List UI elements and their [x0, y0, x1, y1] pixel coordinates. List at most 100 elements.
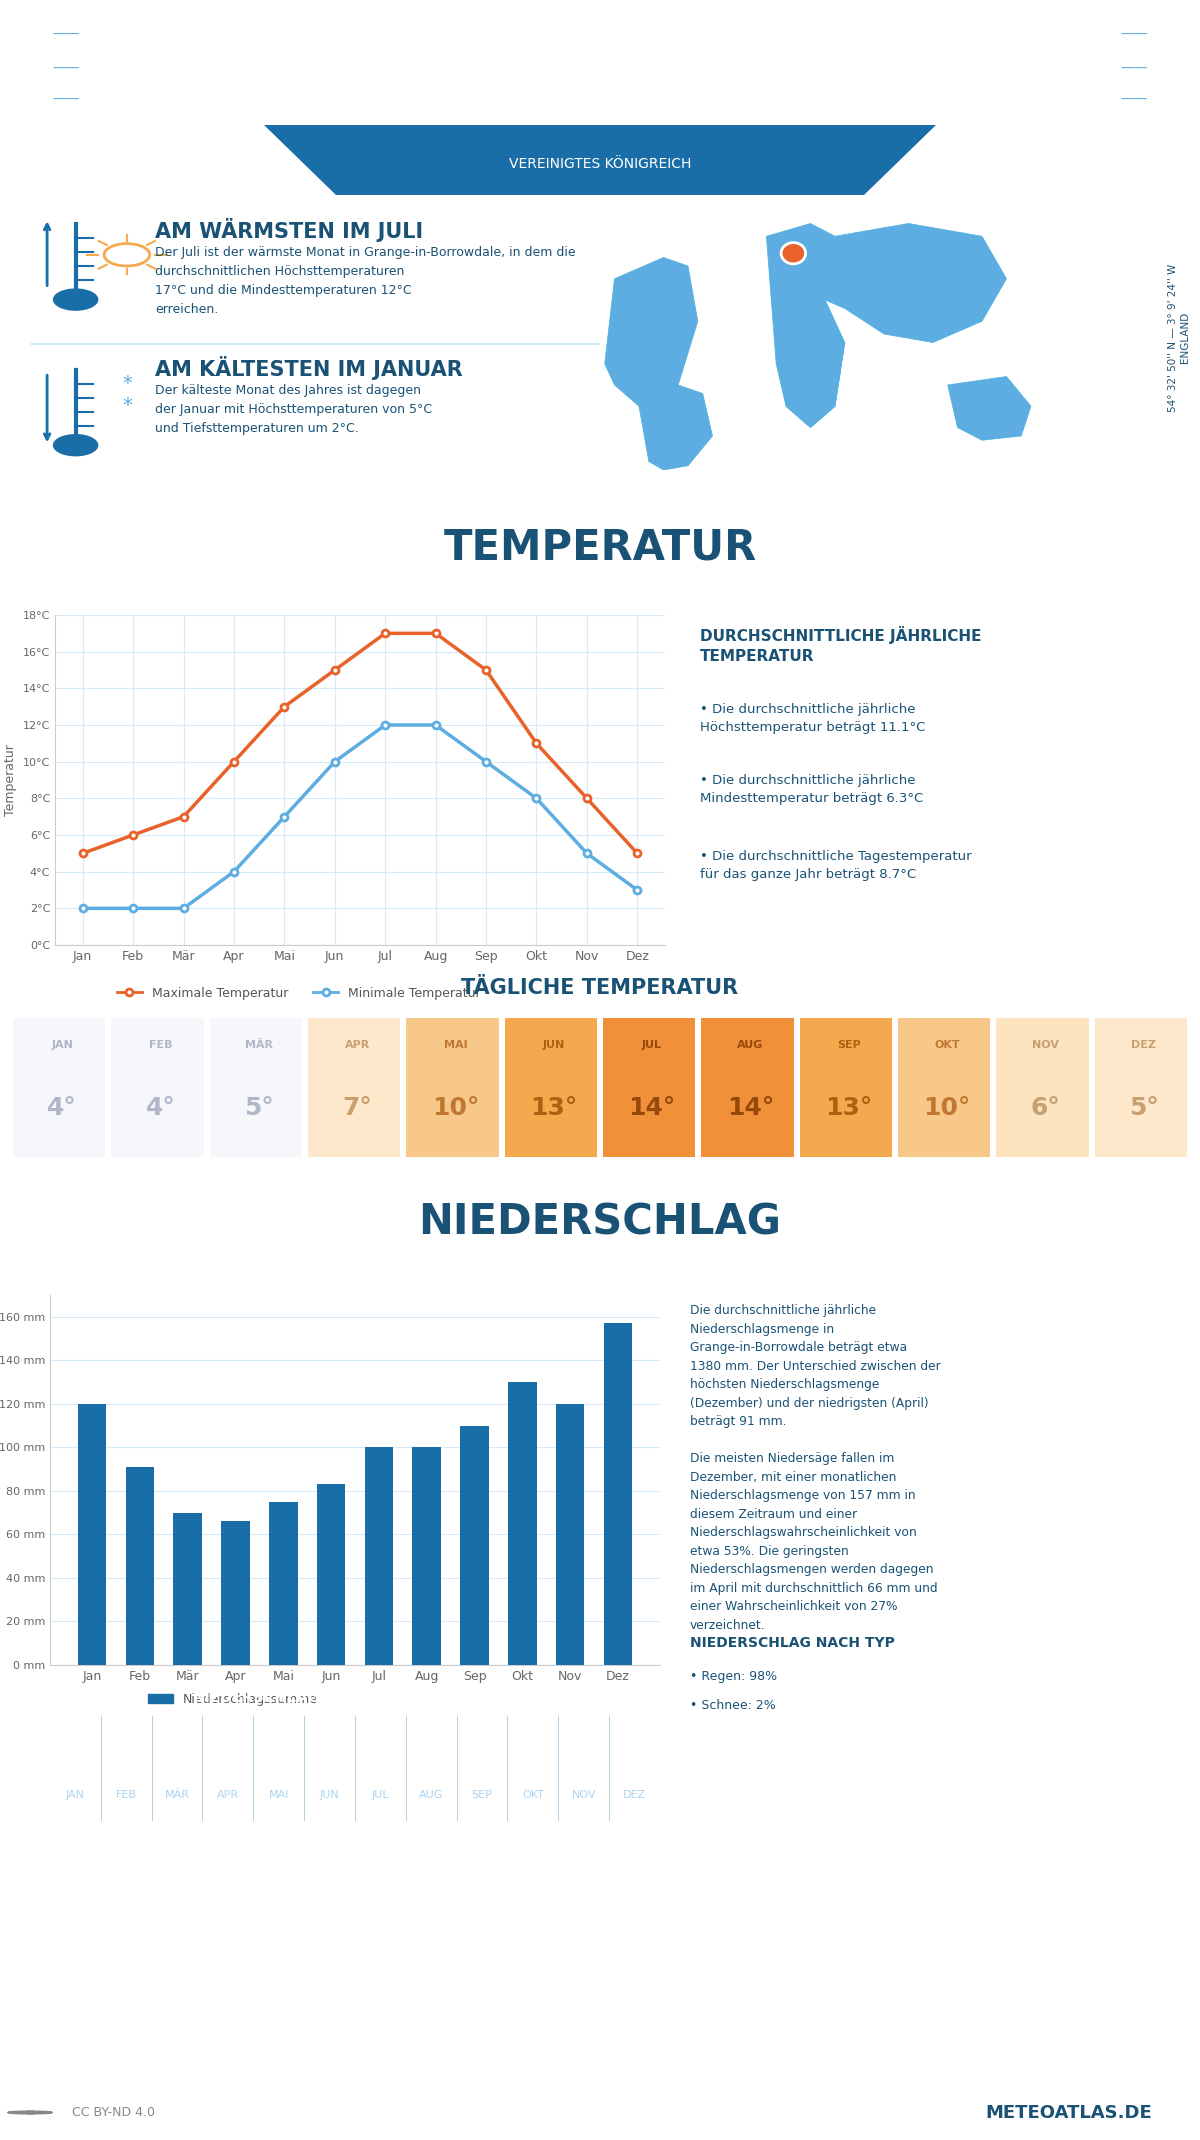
Polygon shape [826, 223, 1007, 342]
Text: • Die durchschnittliche jährliche
Mindesttemperatur beträgt 6.3°C: • Die durchschnittliche jährliche Mindes… [700, 773, 923, 805]
Text: FEB: FEB [149, 1040, 173, 1051]
Text: 10°: 10° [432, 1096, 479, 1119]
Circle shape [76, 1209, 100, 1233]
Legend: Niederschlagssumme: Niederschlagssumme [143, 1688, 323, 1710]
Text: JUN: JUN [319, 1789, 340, 1800]
Text: DURCHSCHNITTLICHE JÄHRLICHE
TEMPERATUR: DURCHSCHNITTLICHE JÄHRLICHE TEMPERATUR [700, 627, 982, 663]
FancyBboxPatch shape [602, 1019, 695, 1158]
Y-axis label: Temperatur: Temperatur [5, 745, 17, 815]
FancyBboxPatch shape [13, 1019, 106, 1158]
Text: JUN: JUN [542, 1040, 565, 1051]
Text: VEREINIGTES KÖNIGREICH: VEREINIGTES KÖNIGREICH [509, 156, 691, 171]
Bar [221, 1522, 250, 1665]
Text: DEZ: DEZ [1132, 1040, 1157, 1051]
Text: 13°: 13° [530, 1096, 577, 1119]
Text: 27%: 27% [208, 1736, 248, 1755]
FancyBboxPatch shape [308, 1019, 401, 1158]
Text: 5°: 5° [1129, 1096, 1159, 1119]
Circle shape [781, 242, 805, 263]
Text: 4°: 4° [47, 1096, 77, 1119]
Polygon shape [786, 321, 845, 428]
Text: 48%: 48% [55, 1736, 95, 1755]
Text: ——: —— [1121, 92, 1147, 107]
Polygon shape [640, 385, 713, 471]
Text: 32%: 32% [259, 1736, 299, 1755]
Bar [173, 1513, 202, 1665]
Text: ——: —— [1121, 28, 1147, 43]
Text: 4°: 4° [145, 1096, 175, 1119]
Text: ——: —— [1121, 62, 1147, 75]
Text: 13°: 13° [826, 1096, 872, 1119]
FancyBboxPatch shape [701, 1019, 793, 1158]
Text: OKT: OKT [522, 1789, 544, 1800]
Text: 40%: 40% [462, 1736, 502, 1755]
Text: 53%: 53% [614, 1736, 654, 1755]
Text: NIEDERSCHLAG NACH TYP: NIEDERSCHLAG NACH TYP [690, 1635, 895, 1650]
Text: 50%: 50% [564, 1736, 604, 1755]
FancyBboxPatch shape [58, 1216, 103, 1230]
Text: Die durchschnittliche jährliche
Niederschlagsmenge in
Grange-in-Borrowdale beträ: Die durchschnittliche jährliche Niedersc… [690, 1303, 941, 1631]
Text: GRANGE-IN-BORROWDALE: GRANGE-IN-BORROWDALE [190, 30, 1010, 83]
Text: FEB: FEB [115, 1789, 137, 1800]
Text: 34%: 34% [157, 1736, 197, 1755]
Bar [78, 1404, 107, 1665]
Text: OKT: OKT [935, 1040, 960, 1051]
Text: 33%: 33% [310, 1736, 349, 1755]
Circle shape [53, 289, 98, 310]
Text: TÄGLICHE TEMPERATUR: TÄGLICHE TEMPERATUR [462, 978, 738, 997]
Polygon shape [948, 377, 1031, 441]
Text: NOV: NOV [571, 1789, 596, 1800]
Text: 14°: 14° [727, 1096, 774, 1119]
Text: 5°: 5° [244, 1096, 274, 1119]
Text: METEOATLAS.DE: METEOATLAS.DE [985, 2104, 1152, 2121]
Text: NIEDERSCHLAG: NIEDERSCHLAG [419, 1201, 781, 1243]
Text: JAN: JAN [52, 1040, 73, 1051]
Text: MAI: MAI [269, 1789, 289, 1800]
Text: SEP: SEP [836, 1040, 860, 1051]
Text: ——: —— [53, 92, 79, 107]
Text: ——: —— [53, 62, 79, 75]
Circle shape [58, 1203, 86, 1233]
FancyBboxPatch shape [1094, 1019, 1187, 1158]
Polygon shape [264, 124, 936, 195]
Text: 48%: 48% [412, 1736, 451, 1755]
Text: MÄR: MÄR [164, 1789, 190, 1800]
Text: Der kälteste Monat des Jahres ist dagegen
der Januar mit Höchsttemperaturen von : Der kälteste Monat des Jahres ist dagege… [156, 383, 432, 434]
Text: 45%: 45% [360, 1736, 401, 1755]
Text: AM WÄRMSTEN IM JULI: AM WÄRMSTEN IM JULI [156, 218, 424, 242]
Text: AUG: AUG [737, 1040, 763, 1051]
Polygon shape [605, 257, 698, 407]
Text: TEMPERATUR: TEMPERATUR [443, 526, 757, 569]
Text: AM KÄLTESTEN IM JANUAR: AM KÄLTESTEN IM JANUAR [156, 355, 463, 379]
Text: • Schnee: 2%: • Schnee: 2% [690, 1699, 775, 1712]
Text: AUG: AUG [419, 1789, 444, 1800]
Text: DEZ: DEZ [623, 1789, 646, 1800]
Text: 42%: 42% [512, 1736, 553, 1755]
Bar [556, 1404, 584, 1665]
Text: 54° 32' 50'' N — 3° 9' 24'' W
ENGLAND: 54° 32' 50'' N — 3° 9' 24'' W ENGLAND [1169, 263, 1190, 411]
Circle shape [61, 529, 98, 567]
Text: 6°: 6° [1031, 1096, 1061, 1119]
FancyBboxPatch shape [996, 1019, 1088, 1158]
Text: JUL: JUL [372, 1789, 389, 1800]
Text: *
*: * * [122, 374, 132, 415]
Text: CC BY-ND 4.0: CC BY-ND 4.0 [72, 2106, 155, 2119]
Circle shape [53, 434, 98, 456]
FancyBboxPatch shape [210, 1019, 302, 1158]
FancyBboxPatch shape [407, 1019, 499, 1158]
Text: cc: cc [25, 2108, 35, 2116]
Bar [508, 1382, 536, 1665]
Bar [365, 1447, 394, 1665]
Bar [126, 1466, 155, 1665]
Text: JUL: JUL [642, 1040, 662, 1051]
Text: • Die durchschnittliche Tagestemperatur
für das ganze Jahr beträgt 8.7°C: • Die durchschnittliche Tagestemperatur … [700, 850, 971, 882]
Text: SEP: SEP [472, 1789, 492, 1800]
Legend: Maximale Temperatur, Minimale Temperatur: Maximale Temperatur, Minimale Temperatur [112, 982, 486, 1006]
Text: 7°: 7° [342, 1096, 372, 1119]
FancyBboxPatch shape [898, 1019, 990, 1158]
Circle shape [67, 1198, 94, 1226]
Polygon shape [767, 223, 845, 428]
Text: • Die durchschnittliche jährliche
Höchsttemperatur beträgt 11.1°C: • Die durchschnittliche jährliche Höchst… [700, 704, 925, 734]
Bar [269, 1502, 298, 1665]
Text: NOV: NOV [1032, 1040, 1058, 1051]
